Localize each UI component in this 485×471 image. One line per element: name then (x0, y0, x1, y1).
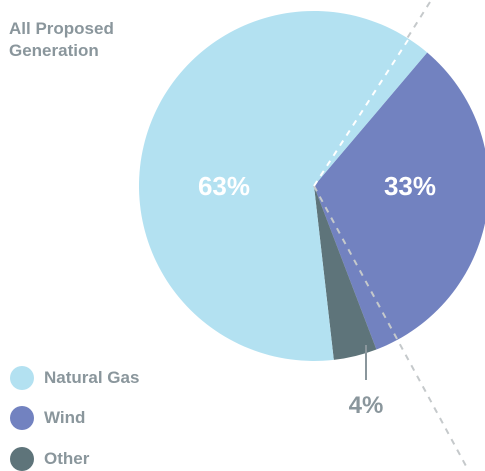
legend-swatch-wind (10, 406, 34, 430)
legend-swatch-natural-gas (10, 366, 34, 390)
slice-label-wind: 33% (384, 171, 436, 201)
legend-label-other: Other (44, 449, 90, 468)
divider-line-lower (313, 185, 467, 467)
pie-slice-other (314, 186, 377, 360)
pie-slice-wind (314, 52, 485, 350)
slice-label-other: 4% (349, 392, 384, 419)
pie-slice-natural-gas (138, 10, 428, 362)
legend-label-wind: Wind (44, 408, 86, 427)
legend-swatch-other (10, 447, 34, 471)
divider-line-inner (313, 39, 409, 187)
chart-title-line-1: All Proposed (9, 19, 114, 38)
legend-label-natural-gas: Natural Gas (44, 368, 140, 387)
chart-title-line-2: Generation (9, 41, 99, 60)
slice-label-natural-gas: 63% (198, 171, 250, 201)
